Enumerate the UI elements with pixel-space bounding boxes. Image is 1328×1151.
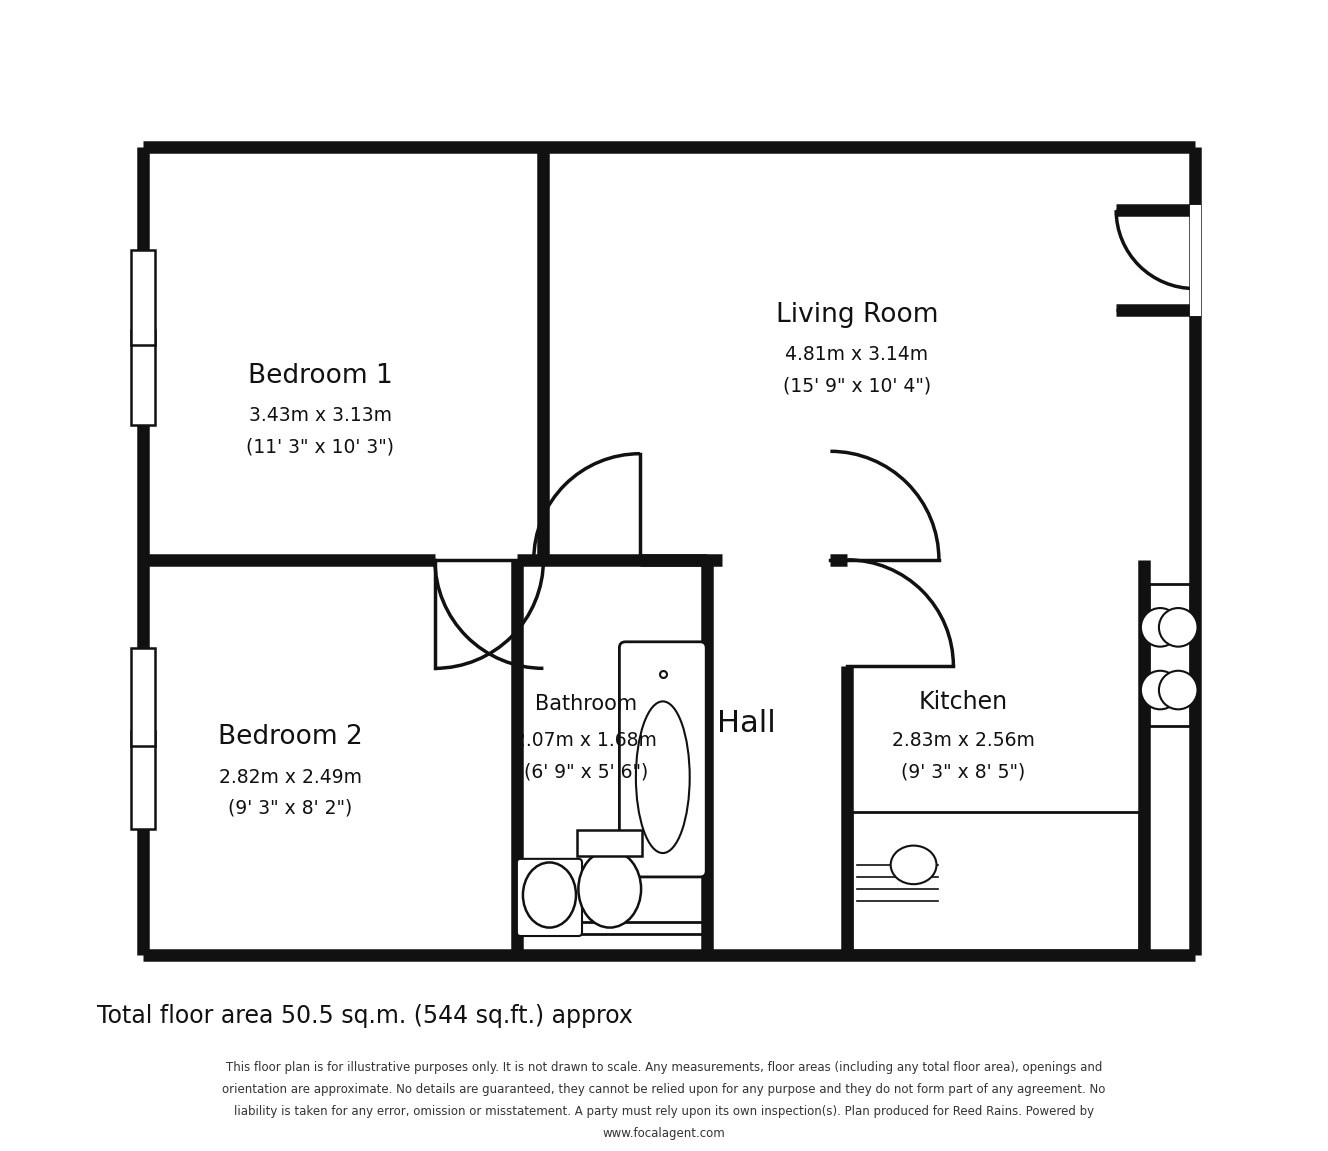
Text: 4.81m x 3.14m: 4.81m x 3.14m [785,345,928,365]
Text: (11' 3" x 10' 3"): (11' 3" x 10' 3") [247,437,394,456]
Text: Bathroom: Bathroom [535,694,636,714]
Bar [131,330,155,425]
Text: Living Room: Living Room [776,303,938,328]
Text: 3.43m x 3.13m: 3.43m x 3.13m [248,406,392,425]
FancyBboxPatch shape [517,859,582,936]
Bar [131,731,155,829]
Text: 2.82m x 2.49m: 2.82m x 2.49m [219,768,361,786]
Text: This floor plan is for illustrative purposes only. It is not drawn to scale. Any: This floor plan is for illustrative purp… [226,1061,1102,1074]
Circle shape [1159,608,1198,647]
Bar [853,811,1139,951]
Text: (9' 3" x 8' 5"): (9' 3" x 8' 5") [900,763,1025,782]
Text: (9' 3" x 8' 2"): (9' 3" x 8' 2") [228,799,352,818]
Ellipse shape [891,846,936,884]
Text: Hall: Hall [717,709,776,738]
Circle shape [1141,608,1179,647]
Text: 2.83m x 2.56m: 2.83m x 2.56m [891,731,1035,750]
Text: Total floor area 50.5 sq.m. (544 sq.ft.) approx: Total floor area 50.5 sq.m. (544 sq.ft.)… [97,1004,633,1028]
Text: Bedroom 2: Bedroom 2 [218,724,363,750]
Text: (15' 9" x 10' 4"): (15' 9" x 10' 4") [782,376,931,396]
Text: orientation are approximate. No details are guaranteed, they cannot be relied up: orientation are approximate. No details … [222,1083,1106,1096]
Bar [131,648,155,746]
Bar [1149,584,1190,726]
Text: Bedroom 1: Bedroom 1 [248,363,393,389]
Text: 2.07m x 1.68m: 2.07m x 1.68m [514,731,657,750]
FancyBboxPatch shape [619,642,706,877]
Bar [131,250,155,344]
Ellipse shape [636,701,689,853]
Circle shape [1159,671,1198,709]
Ellipse shape [523,862,576,928]
Text: www.focalagent.com: www.focalagent.com [603,1127,725,1139]
Text: liability is taken for any error, omission or misstatement. A party must rely up: liability is taken for any error, omissi… [234,1105,1094,1118]
Bar [578,830,643,856]
Text: Kitchen: Kitchen [919,691,1008,714]
Circle shape [1141,671,1179,709]
Text: (6' 9" x 5' 6"): (6' 9" x 5' 6") [523,763,648,782]
Ellipse shape [579,851,641,928]
